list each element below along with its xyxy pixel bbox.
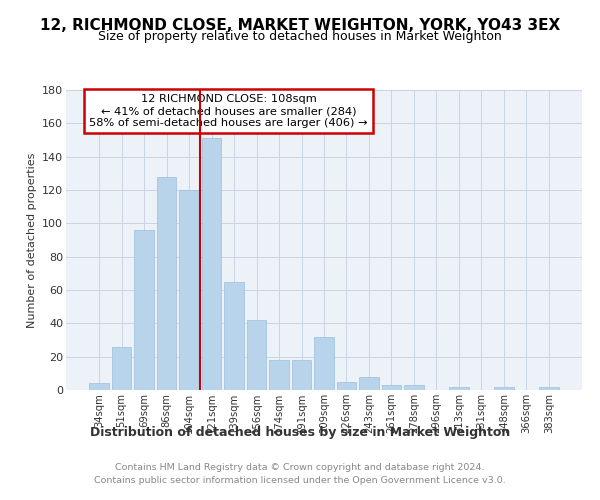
Bar <box>359 376 379 390</box>
Text: Contains HM Land Registry data © Crown copyright and database right 2024.: Contains HM Land Registry data © Crown c… <box>115 464 485 472</box>
Text: 12 RICHMOND CLOSE: 108sqm
← 41% of detached houses are smaller (284)
58% of semi: 12 RICHMOND CLOSE: 108sqm ← 41% of detac… <box>89 94 368 128</box>
Bar <box>202 138 221 390</box>
Text: 12, RICHMOND CLOSE, MARKET WEIGHTON, YORK, YO43 3EX: 12, RICHMOND CLOSE, MARKET WEIGHTON, YOR… <box>40 18 560 32</box>
Bar <box>539 386 559 390</box>
Bar <box>157 176 176 390</box>
Bar <box>404 385 424 390</box>
Bar <box>134 230 154 390</box>
Bar <box>179 190 199 390</box>
Text: Size of property relative to detached houses in Market Weighton: Size of property relative to detached ho… <box>98 30 502 43</box>
Text: Distribution of detached houses by size in Market Weighton: Distribution of detached houses by size … <box>90 426 510 439</box>
Bar <box>314 336 334 390</box>
Bar <box>292 360 311 390</box>
Y-axis label: Number of detached properties: Number of detached properties <box>26 152 37 328</box>
Bar <box>224 282 244 390</box>
Bar <box>449 386 469 390</box>
Bar <box>269 360 289 390</box>
Bar <box>494 386 514 390</box>
Bar <box>112 346 131 390</box>
Bar <box>382 385 401 390</box>
Bar <box>247 320 266 390</box>
Bar <box>337 382 356 390</box>
Bar <box>89 384 109 390</box>
Text: Contains public sector information licensed under the Open Government Licence v3: Contains public sector information licen… <box>94 476 506 485</box>
